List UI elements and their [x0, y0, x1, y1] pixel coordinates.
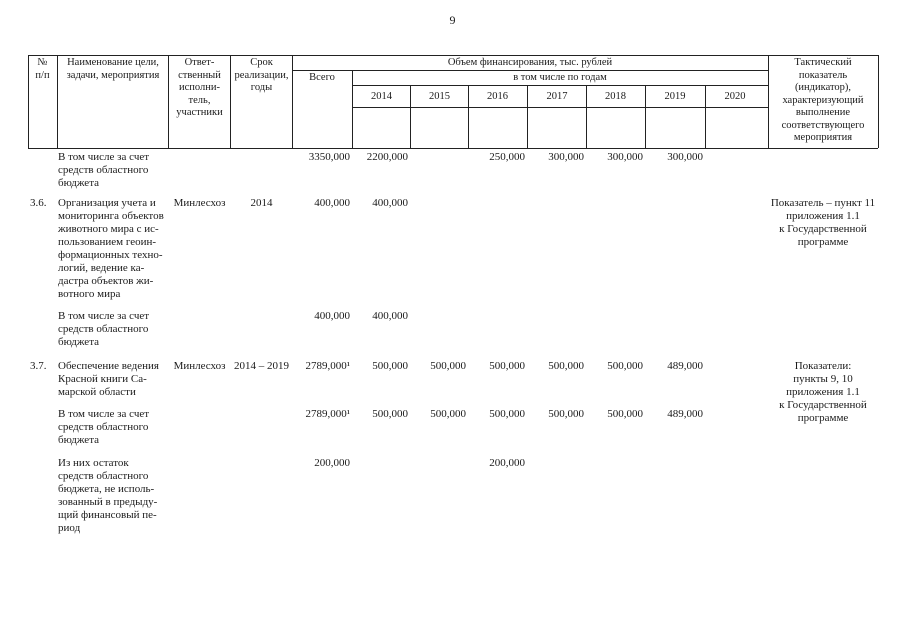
cell-total: 400,000 [314, 197, 350, 209]
grid-line-col-2014 [410, 85, 411, 148]
cell-num: 3.6. [30, 197, 47, 209]
cell-year-2017: 500,000 [548, 408, 584, 420]
cell-total: 2789,000¹ [305, 360, 350, 372]
cell-name: В том числе за счет средств областного б… [58, 408, 150, 446]
cell-indicator: Показатель – пункт 11 приложения 1.1 к Г… [770, 197, 876, 248]
grid-line-col-exec [230, 55, 231, 148]
cell-term: 2014 [250, 197, 273, 209]
cell-indicator: Показатели: пункты 9, 10 приложения 1.1 … [779, 360, 867, 424]
grid-line-under-years [352, 107, 768, 108]
cell-term: 2014 – 2019 [234, 360, 289, 372]
cell-year-2019: 489,000 [667, 408, 703, 420]
cell-name: В том числе за счет средств областного б… [58, 151, 150, 189]
cell-year-2017: 300,000 [548, 151, 584, 163]
header-year-2018: 2018 [605, 91, 626, 102]
cell-year-2017: 500,000 [548, 360, 584, 372]
header-financing: Объем финансирования, тыс. рублей [447, 57, 613, 68]
page-number: 9 [449, 13, 456, 27]
cell-year-2019: 300,000 [667, 151, 703, 163]
cell-total: 3350,000 [308, 151, 350, 163]
cell-year-2016: 500,000 [489, 360, 525, 372]
grid-line-under-by-years [352, 85, 768, 86]
table-row: В том числе за счет средств областного б… [0, 310, 905, 348]
grid-line-col-total [352, 70, 353, 148]
cell-year-2018: 300,000 [607, 151, 643, 163]
grid-line-col-num [57, 55, 58, 148]
cell-year-2016: 200,000 [489, 457, 525, 469]
grid-line-col-2020 [768, 55, 769, 148]
table-row: 3.6. Организация учета и мониторинга объ… [0, 197, 905, 300]
header-num: № п/п [35, 57, 50, 81]
cell-name: Организация учета и мониторинга объектов… [58, 197, 164, 300]
header-name: Наименование цели, задачи, мероприятия [66, 57, 160, 81]
grid-line-left [28, 55, 29, 148]
grid-line-col-2019 [705, 85, 706, 148]
header-year-2019: 2019 [664, 91, 686, 102]
cell-year-2014: 500,000 [372, 360, 408, 372]
grid-line-col-2018 [645, 85, 646, 148]
cell-year-2014: 400,000 [372, 197, 408, 209]
grid-line-header-bottom [28, 148, 878, 149]
grid-line-under-financing [292, 70, 768, 71]
grid-line-col-2017 [586, 85, 587, 148]
header-by-years: в том числе по годам [513, 72, 607, 83]
cell-total: 200,000 [314, 457, 350, 469]
grid-line-col-name [168, 55, 169, 148]
header-year-2020: 2020 [724, 91, 746, 102]
grid-line-col-term [292, 55, 293, 148]
header-executor: Ответ- ственный исполни- тель, участники [176, 57, 223, 118]
cell-year-2018: 500,000 [607, 360, 643, 372]
table-row: 3.7. Обеспечение ведения Красной книги С… [0, 360, 905, 424]
header-year-2016: 2016 [487, 91, 508, 102]
header-year-2017: 2017 [546, 91, 568, 102]
cell-total: 2789,000¹ [305, 408, 350, 420]
grid-line-col-2016 [527, 85, 528, 148]
cell-year-2016: 250,000 [489, 151, 525, 163]
table-row: В том числе за счет средств областного б… [0, 151, 905, 189]
header-term: Срок реализации, годы [234, 57, 289, 93]
header-total: Всего [309, 72, 335, 83]
grid-line-right [878, 55, 879, 148]
cell-year-2018: 500,000 [607, 408, 643, 420]
cell-year-2014: 500,000 [372, 408, 408, 420]
cell-name: В том числе за счет средств областного б… [58, 310, 150, 348]
header-year-2014: 2014 [371, 91, 392, 102]
header-indicator: Тактический показатель (индикатор), хара… [781, 57, 865, 143]
cell-executor: Минлесхоз [173, 360, 226, 372]
cell-year-2014: 2200,000 [366, 151, 408, 163]
cell-num: 3.7. [30, 360, 47, 372]
cell-total: 400,000 [314, 310, 350, 322]
cell-name: Из них остаток средств областного бюджет… [58, 457, 158, 534]
header-year-2015: 2015 [429, 91, 450, 102]
cell-year-2016: 500,000 [489, 408, 525, 420]
grid-line-top [28, 55, 878, 56]
cell-year-2019: 489,000 [667, 360, 703, 372]
table-row: В том числе за счет средств областного б… [0, 408, 905, 446]
cell-year-2015: 500,000 [430, 408, 466, 420]
cell-year-2014: 400,000 [372, 310, 408, 322]
cell-executor: Минлесхоз [173, 197, 226, 209]
table-row: Из них остаток средств областного бюджет… [0, 457, 905, 534]
grid-line-col-2015 [468, 85, 469, 148]
cell-year-2015: 500,000 [430, 360, 466, 372]
cell-name: Обеспечение ведения Красной книги Са- ма… [58, 360, 159, 398]
